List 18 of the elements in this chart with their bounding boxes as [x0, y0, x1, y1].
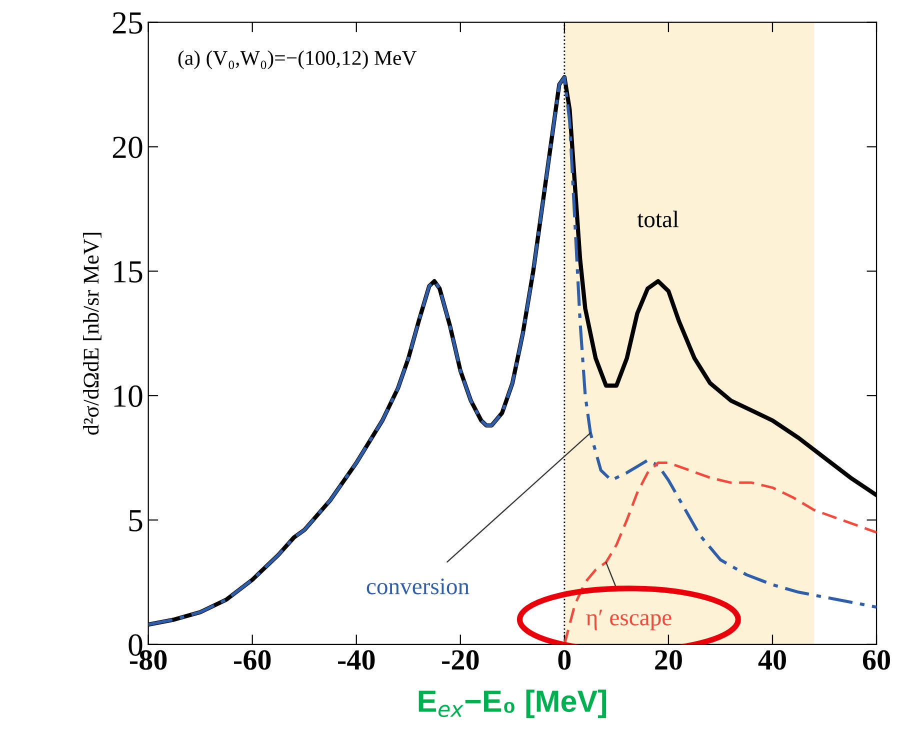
x-tick-label: 40 [758, 650, 786, 670]
text: total [637, 210, 679, 228]
y-tick-label: 15 [114, 261, 142, 283]
x-tick-label: -40 [338, 650, 375, 670]
series-label: η′ escape [586, 610, 672, 630]
x-tick-label: -20 [442, 650, 479, 670]
x-tick-label: 20 [655, 650, 682, 670]
annotation: (a) (V₀,W₀)=−(100,12) MeV [178, 50, 417, 70]
x-tick-label: 60 [862, 650, 890, 670]
x-axis-title: E$_{ex}$−E₀ [MeV] [418, 690, 606, 718]
x-tick-label: 0 [558, 650, 571, 670]
y-tick-label: 10 [114, 385, 142, 407]
y-tick-label: 25 [112, 12, 142, 34]
y-axis-title: d²σ/dΩdE [nb/sr MeV] [83, 232, 102, 435]
y-tick-label: 5 [129, 510, 142, 532]
x-tick-label: -60 [234, 650, 271, 670]
text: conversion [366, 578, 470, 594]
y-tick-label: 20 [112, 136, 142, 158]
